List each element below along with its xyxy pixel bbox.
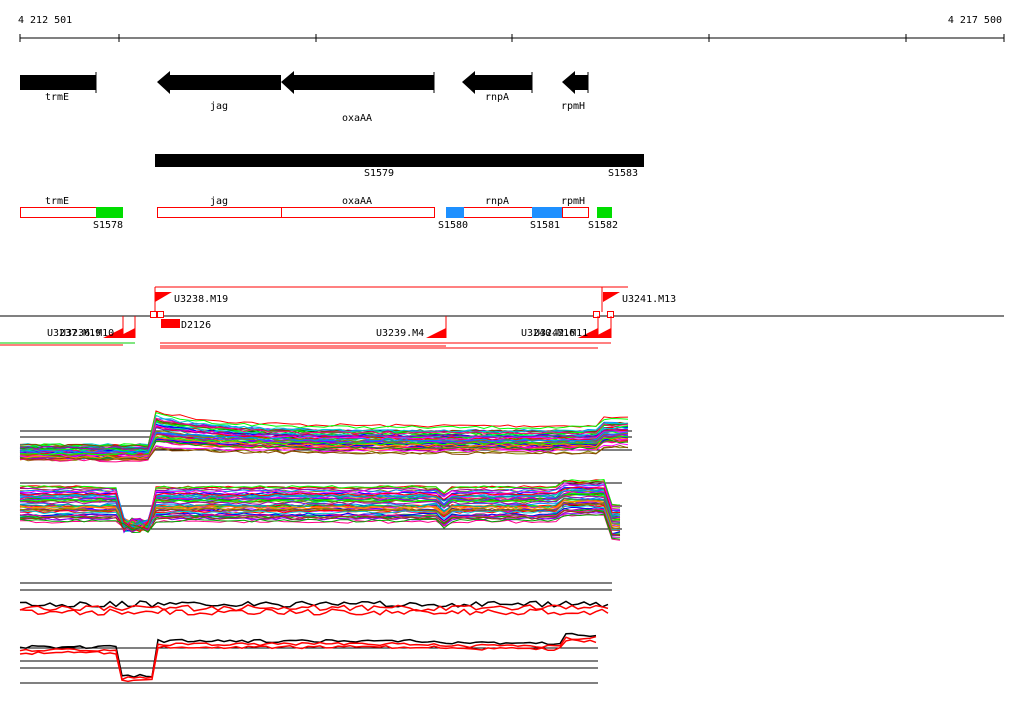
operon-bar[interactable] [155,154,644,167]
box-label-jag: jag [210,196,228,207]
lower-label-U3239: U3239.M4 [376,328,424,339]
gene-box-oxaAA[interactable] [281,207,435,218]
tts-U3242[interactable] [592,328,611,338]
feature-S1580[interactable] [446,207,464,218]
box-label-trmE: trmE [45,196,69,207]
gene-label-jag: jag [210,101,228,112]
lower-label-U3240: U3240.M16 [521,328,575,339]
tiling-profile-upper [19,582,612,616]
feature-label-S1580: S1580 [438,220,468,231]
feature-label-S1582: S1582 [588,220,618,231]
tss-U3241-M13[interactable] [603,292,620,302]
box-label-rpmH: rpmH [561,196,585,207]
feature-label-S1578: S1578 [93,220,123,231]
lower-label-U3237: U3237.M19 [47,328,101,339]
gene-box-rpmH[interactable] [562,207,589,218]
feature-S1581[interactable] [532,207,562,218]
feature-label-S1581: S1581 [530,220,560,231]
gene-box-track: trmE jag oxaAA rnpA rpmH S1578 S1580 S15… [20,196,618,231]
tts-U3237[interactable] [103,328,123,338]
feature-D2126[interactable] [161,319,180,328]
gene-label-rpmH: rpmH [561,101,585,112]
tiling-profile-lower [19,632,598,684]
operon-label-end: S1583 [608,168,638,179]
lower-label-D2126: D2126 [181,320,211,331]
ruler-start-label: 4 212 501 [18,15,72,26]
gene-label-trmE: trmE [45,92,69,103]
upper-label-U3238: U3238.M19 [174,294,228,305]
expression-profile-lower [19,479,622,541]
gene-label-rnpA: rnpA [485,92,509,103]
gene-box-jag[interactable] [157,207,282,218]
tts-U3239[interactable] [426,328,446,338]
gene-arrow-rpmH[interactable] [562,71,588,94]
feature-S1582[interactable] [597,207,612,218]
gene-arrow-track: trmE jag oxaAA rnpA rpmH [20,71,589,124]
coordinate-ruler: 4 212 501 4 217 500 [18,15,1005,42]
operon-track: S1579 S1583 [155,154,644,179]
tts-U3236[interactable] [116,328,135,338]
ruler-end-label: 4 217 500 [948,15,1002,26]
gene-arrow-jag[interactable] [157,71,281,94]
tss-U3238-M19[interactable] [155,292,172,302]
lower-label-U3242: U3242.M11 [534,328,588,339]
transcript-track: U3238.M19 U3241.M13 U3237.M19 U3236.M10 … [0,286,1004,349]
lower-label-U3236: U3236.M10 [60,328,114,339]
box-label-oxaAA: oxaAA [342,196,372,207]
box-label-rnpA: rnpA [485,196,509,207]
gene-arrow-oxaAA[interactable] [281,71,434,94]
expression-profile-upper [19,410,632,463]
tts-U3240[interactable] [578,328,598,338]
operon-label-start: S1579 [364,168,394,179]
feature-S1578[interactable] [96,207,123,218]
gene-arrow-trmE[interactable] [20,75,96,90]
gene-label-oxaAA: oxaAA [342,113,372,124]
upper-label-U3241: U3241.M13 [622,294,676,305]
gene-arrow-rnpA[interactable] [462,71,532,94]
